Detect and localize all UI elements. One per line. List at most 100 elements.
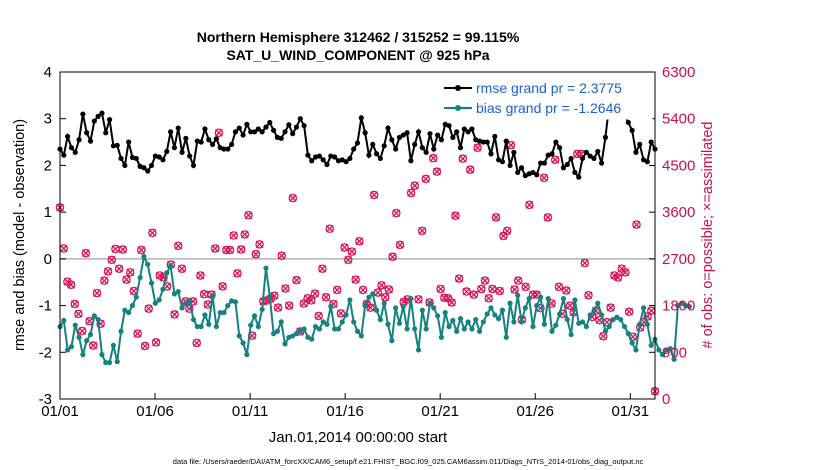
obs-possible-marker	[562, 286, 571, 295]
obs-possible-marker	[366, 303, 375, 312]
rmse-point	[175, 125, 181, 131]
rmse-point	[301, 123, 307, 129]
rmse-point	[187, 153, 193, 159]
rmse-point	[637, 141, 643, 148]
obs-assimilated-marker	[470, 290, 478, 299]
obs-assimilated-marker	[93, 289, 101, 297]
rmse-point	[358, 115, 364, 121]
obs-assimilated-marker	[218, 282, 227, 291]
obs-assimilated-marker	[396, 240, 404, 249]
rmse-point	[366, 152, 372, 158]
bias-point	[629, 340, 635, 346]
obs-assimilated-marker	[325, 224, 334, 233]
obs-possible-marker	[447, 298, 456, 307]
obs-assimilated-marker	[300, 299, 308, 308]
obs-assimilated-marker	[337, 309, 345, 318]
rmse-point	[190, 162, 197, 169]
bias-point	[675, 302, 681, 309]
rmse-point	[114, 142, 120, 148]
obs-assimilated-marker	[385, 285, 393, 294]
rmse-point	[168, 129, 174, 135]
bias-point	[358, 333, 364, 339]
bias-point	[633, 347, 639, 353]
obs-assimilated-marker	[82, 249, 90, 258]
rmse-point	[599, 160, 605, 166]
obs-possible-marker	[355, 236, 364, 246]
bias-point	[644, 321, 650, 327]
obs-possible-marker	[550, 155, 560, 164]
obs-assimilated-marker	[407, 189, 415, 197]
obs-assimilated-marker	[370, 191, 378, 199]
rmse-point	[145, 168, 151, 174]
bias-point	[370, 291, 376, 297]
legend: rmse grand pr = 2.3775 bias grand pr = -…	[439, 74, 653, 120]
rmse-point	[503, 138, 509, 144]
obs-possible-marker	[70, 299, 80, 309]
obs-assimilated-marker	[348, 247, 356, 256]
obs-assimilated-marker	[473, 143, 482, 152]
obs-possible-marker	[417, 226, 427, 236]
obs-possible-marker	[292, 275, 301, 285]
rmse-point	[72, 149, 78, 155]
obs-assimilated-marker	[455, 274, 463, 283]
bias-point	[129, 302, 136, 309]
rmse-point	[549, 151, 555, 157]
rmse-point	[648, 139, 654, 145]
rmse-point	[484, 139, 490, 145]
bias-point	[553, 322, 559, 328]
obs-assimilated-marker	[410, 181, 419, 190]
obs-assimilated-marker	[507, 141, 515, 150]
y-tick-label: -3	[39, 391, 52, 408]
obs-assimilated-marker	[562, 286, 571, 295]
bias-point	[614, 314, 620, 320]
bias-point	[667, 345, 673, 352]
obs-possible-marker	[458, 154, 468, 163]
bias-point	[587, 312, 593, 318]
bias-point	[290, 333, 296, 339]
obs-possible-marker	[436, 284, 445, 294]
rmse-point	[396, 134, 403, 140]
obs-possible-marker	[514, 276, 523, 285]
x-tick-label: 01/06	[136, 403, 174, 420]
bias-point	[332, 326, 338, 332]
rmse-point	[579, 155, 586, 162]
rmse-point	[156, 154, 162, 160]
obs-possible-marker	[358, 285, 368, 295]
obs-possible-marker	[502, 226, 512, 236]
obs-assimilated-marker	[521, 283, 530, 291]
obs-possible-marker	[414, 295, 423, 304]
obs-possible-marker	[525, 200, 534, 210]
bias-point	[560, 295, 567, 302]
rmse-point	[133, 155, 139, 162]
bias-point	[351, 319, 357, 325]
bias-point	[431, 305, 437, 311]
bias-point	[438, 334, 445, 340]
obs-possible-marker	[325, 224, 335, 234]
obs-assimilated-marker	[215, 128, 223, 137]
bias-point	[103, 359, 109, 366]
obs-possible-marker	[521, 282, 530, 292]
obs-possible-marker	[321, 293, 331, 302]
rmse-point	[80, 111, 86, 117]
obs-assimilated-marker	[555, 283, 563, 291]
bias-point	[511, 319, 517, 325]
bias-point	[175, 288, 181, 295]
obs-assimilated-marker	[281, 284, 290, 293]
obs-possible-marker	[510, 285, 519, 294]
bias-point	[461, 326, 467, 332]
obs-assimilated-marker	[122, 275, 131, 284]
obs-possible-marker	[624, 307, 634, 317]
bias-point	[618, 316, 624, 323]
obs-assimilated-marker	[647, 306, 656, 315]
bias-point	[640, 305, 647, 311]
rmse-point	[61, 152, 67, 158]
obs-possible-marker	[384, 285, 394, 294]
bias-point	[534, 302, 540, 309]
obs-assimilated-marker	[355, 237, 364, 246]
bias-point	[595, 300, 601, 306]
bias-point	[259, 306, 265, 312]
obs-possible-marker	[288, 193, 298, 203]
x-axis-label: Jan.01,2014 00:00:00 start	[269, 429, 448, 446]
bias-point	[95, 316, 101, 323]
bias-point	[393, 305, 399, 311]
